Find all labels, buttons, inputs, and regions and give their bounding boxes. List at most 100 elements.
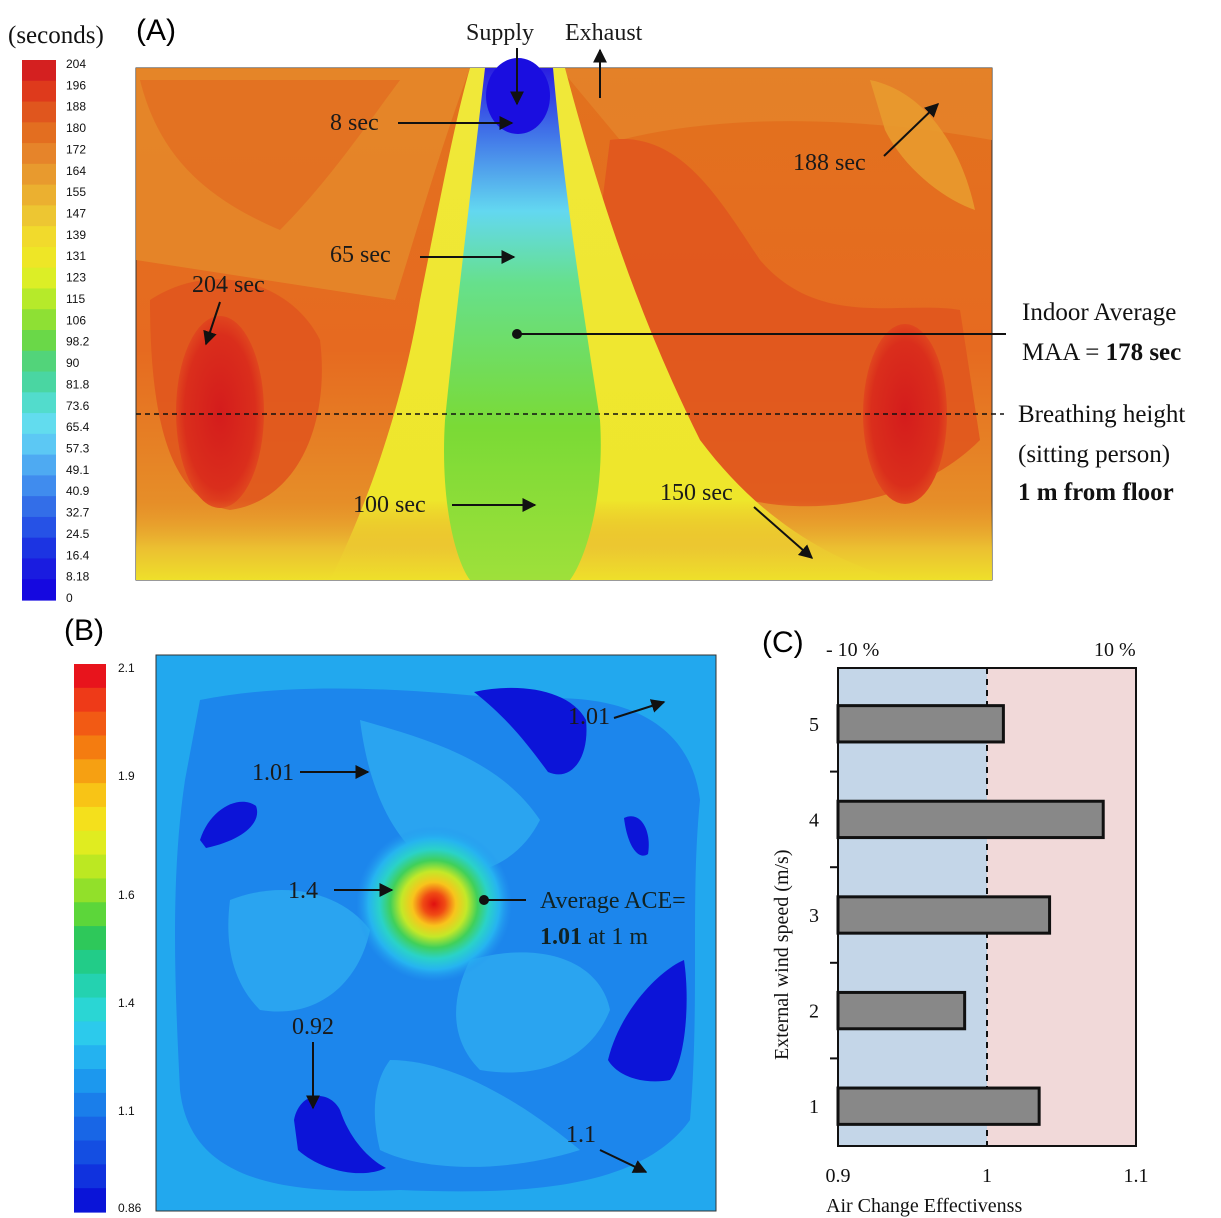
colorbar-a-label: 188 bbox=[66, 100, 86, 114]
colorbar-a-label: 147 bbox=[66, 207, 86, 221]
pos-10-percent-label: 10 % bbox=[1094, 639, 1136, 661]
indoor-average-line1: Indoor Average bbox=[1022, 299, 1176, 326]
x-tick-label: 1 bbox=[982, 1165, 992, 1187]
colorbar-b-swatch bbox=[74, 1188, 106, 1213]
label-65-sec: 65 sec bbox=[330, 242, 391, 268]
colorbar-a-swatch bbox=[22, 80, 56, 103]
label-1-4: 1.4 bbox=[288, 878, 318, 904]
ace-contour-plot bbox=[155, 654, 717, 1212]
colorbar-b-swatch bbox=[74, 687, 106, 713]
indoor-average-line2: MAA = 178 sec bbox=[1022, 339, 1181, 366]
colorbar-a-label: 115 bbox=[66, 292, 85, 306]
neg-10-percent-label: - 10 % bbox=[826, 639, 879, 661]
colorbar-b-swatch bbox=[74, 1045, 106, 1070]
colorbar-b-swatch bbox=[74, 1069, 106, 1094]
colorbar-a-label: 8.18 bbox=[66, 570, 90, 584]
colorbar-a-label: 32.7 bbox=[66, 506, 90, 520]
colorbar-a-label: 180 bbox=[66, 121, 86, 135]
breathing-height-line2: (sitting person) bbox=[1018, 441, 1170, 468]
colorbar-a-swatch bbox=[22, 184, 56, 206]
label-204-sec: 204 sec bbox=[192, 272, 265, 298]
arrow-204-sec bbox=[203, 301, 221, 346]
colorbar-b-swatch bbox=[74, 973, 106, 999]
indoor-average-value: 178 sec bbox=[1106, 339, 1182, 366]
colorbar-b-swatch bbox=[74, 759, 106, 784]
panel-b-letter: (B) bbox=[64, 614, 104, 647]
colorbar-b: 2.1 1.9 1.6 1.4 1.1 0.86 bbox=[74, 661, 142, 1215]
colorbar-a-swatch bbox=[22, 371, 56, 393]
colorbar-b-swatch bbox=[74, 664, 106, 689]
y-tick-label: 2 bbox=[809, 1001, 819, 1023]
y-tick-label: 3 bbox=[809, 905, 819, 927]
colorbar-a-label: 204 bbox=[66, 57, 86, 71]
ace-bar-chart: 1 2 3 4 5 0.9 1 1.1 bbox=[809, 667, 1149, 1187]
panel-a: (A) (seconds) 204 196 188 180 172 164 155 147 13… bbox=[8, 14, 1185, 605]
label-150-sec: 150 sec bbox=[660, 480, 733, 506]
colorbar-a-label: 106 bbox=[66, 313, 86, 327]
colorbar-a-swatch bbox=[22, 60, 56, 82]
colorbar-a-label: 16.4 bbox=[66, 548, 90, 562]
colorbar-b-label: 1.1 bbox=[118, 1104, 135, 1118]
colorbar-b-swatch bbox=[74, 1164, 106, 1189]
colorbar-b-swatch bbox=[74, 711, 106, 737]
colorbar-b-label: 2.1 bbox=[118, 661, 135, 675]
breathing-height-line1: Breathing height bbox=[1018, 401, 1185, 428]
colorbar-b-swatch bbox=[74, 902, 106, 927]
colorbar-a-label: 98.2 bbox=[66, 335, 90, 349]
colorbar-a-unit: (seconds) bbox=[8, 22, 104, 49]
arrow-1-01-top bbox=[613, 699, 666, 719]
label-188-sec: 188 sec bbox=[793, 150, 866, 176]
colorbar-a-swatch bbox=[22, 392, 56, 414]
indoor-average-prefix: MAA = bbox=[1022, 339, 1106, 366]
colorbar-a-swatch bbox=[22, 496, 56, 518]
colorbar-a-label: 81.8 bbox=[66, 377, 90, 391]
colorbar-a-swatch bbox=[22, 454, 56, 476]
breathing-height-line3: 1 m from floor bbox=[1018, 479, 1174, 506]
colorbar-a-swatch bbox=[22, 267, 56, 290]
bar bbox=[836, 990, 967, 1031]
colorbar-b-label: 1.9 bbox=[118, 769, 135, 783]
colorbar-a-label: 0 bbox=[66, 591, 73, 605]
panel-a-letter: (A) bbox=[136, 14, 176, 47]
colorbar-b-swatch bbox=[74, 1140, 106, 1165]
colorbar-a-label: 196 bbox=[66, 78, 86, 92]
colorbar-b-swatch bbox=[74, 997, 106, 1022]
colorbar-a-label: 90 bbox=[66, 356, 80, 370]
arrow-1-1 bbox=[599, 1149, 648, 1173]
bar bbox=[836, 1086, 1041, 1126]
colorbar-b-label: 1.6 bbox=[118, 888, 135, 902]
panel-b: (B) 2.1 1.9 1.6 1.4 1.1 0.86 1.01 1.01 1.4 bbox=[64, 614, 717, 1215]
colorbar-a-label: 155 bbox=[66, 185, 86, 199]
colorbar-b-swatch bbox=[74, 854, 106, 880]
colorbar-a-label: 24.5 bbox=[66, 527, 90, 541]
bar bbox=[836, 799, 1105, 840]
colorbar-b-swatch bbox=[74, 830, 106, 856]
x-tick-label: 0.9 bbox=[826, 1165, 851, 1187]
x-tick-label: 1.1 bbox=[1124, 1165, 1149, 1187]
colorbar-a-label: 123 bbox=[66, 271, 86, 285]
colorbar-b-swatch bbox=[74, 878, 106, 903]
average-ace-value: 1.01 bbox=[540, 924, 582, 950]
colorbar-a-swatch bbox=[22, 246, 56, 269]
colorbar-a-label: 73.6 bbox=[66, 399, 90, 413]
colorbar-a-swatch bbox=[22, 143, 56, 165]
colorbar-a-swatch bbox=[22, 101, 56, 123]
colorbar-b-swatch bbox=[74, 806, 106, 832]
colorbar-b-swatch bbox=[74, 949, 106, 975]
colorbar-a-swatch bbox=[22, 309, 56, 331]
bar bbox=[836, 704, 1005, 744]
label-1-1: 1.1 bbox=[566, 1122, 596, 1148]
colorbar-b-label: 0.86 bbox=[118, 1201, 142, 1215]
colorbar-b-swatch bbox=[74, 1092, 106, 1118]
average-ace-line2: 1.01 at 1 m bbox=[540, 924, 648, 950]
indoor-average-dot bbox=[512, 329, 522, 339]
colorbar-a-swatch bbox=[22, 288, 56, 310]
colorbar-a-label: 49.1 bbox=[66, 463, 90, 477]
colorbar-a-label: 65.4 bbox=[66, 420, 90, 434]
age-of-air-contour-plot bbox=[135, 58, 1004, 581]
supply-label: Supply bbox=[466, 20, 534, 46]
colorbar-a-label: 40.9 bbox=[66, 484, 90, 498]
colorbar-a: 204 196 188 180 172 164 155 147 139 131 123 115 106 9… bbox=[22, 57, 90, 605]
average-ace-suffix: at 1 m bbox=[582, 924, 648, 950]
